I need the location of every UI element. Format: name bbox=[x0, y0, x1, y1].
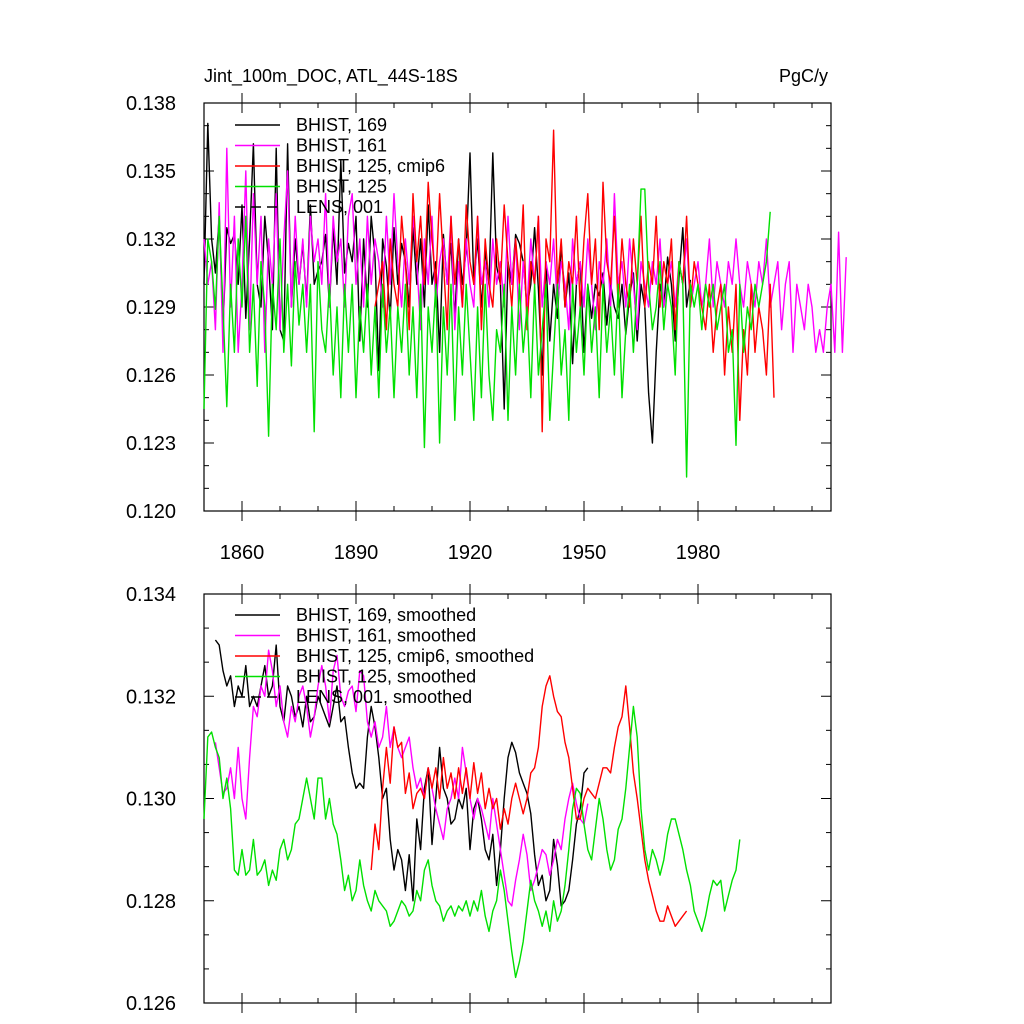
legend-label: BHIST, 125, cmip6, smoothed bbox=[296, 646, 534, 666]
y-tick-label: 0.138 bbox=[126, 93, 176, 115]
x-tick-label: 1890 bbox=[334, 542, 379, 564]
y-tick-label: 0.134 bbox=[126, 584, 176, 606]
x-tick-label: 1860 bbox=[220, 542, 265, 564]
series-line bbox=[214, 639, 589, 907]
legend-label: BHIST, 161, smoothed bbox=[296, 626, 476, 646]
y-tick-label: 0.130 bbox=[126, 789, 176, 811]
legend-label: BHIST, 125, smoothed bbox=[296, 667, 476, 687]
y-tick-label: 0.132 bbox=[126, 229, 176, 251]
legend-label: BHIST, 125 bbox=[296, 177, 387, 197]
y-tick-label: 0.123 bbox=[126, 433, 176, 455]
legend-label: BHIST, 169, smoothed bbox=[296, 605, 476, 625]
x-tick-label: 1920 bbox=[448, 542, 493, 564]
series-line bbox=[374, 129, 775, 433]
series-line bbox=[203, 705, 741, 979]
legend-label: BHIST, 169 bbox=[296, 115, 387, 135]
legend-label: LENS, 001, smoothed bbox=[296, 687, 472, 707]
series-line bbox=[214, 649, 589, 907]
chart-units: PgC/y bbox=[779, 66, 828, 86]
y-tick-label: 0.135 bbox=[126, 161, 176, 183]
bottom-panel: 0.126 0.128 0.130 0.132 0.134 BHIST, 169, smo… bbox=[126, 584, 832, 1015]
y-tick-label: 0.126 bbox=[126, 993, 176, 1015]
y-tick-label: 0.132 bbox=[126, 686, 176, 708]
x-tick-label: 1980 bbox=[676, 542, 721, 564]
y-tick-label: 0.120 bbox=[126, 501, 176, 523]
legend-label: BHIST, 161 bbox=[296, 136, 387, 156]
series-line bbox=[203, 188, 771, 478]
chart-title: Jint_100m_DOC, ATL_44S-18S bbox=[204, 66, 458, 87]
series-line bbox=[370, 675, 688, 927]
legend-label: BHIST, 125, cmip6 bbox=[296, 156, 445, 176]
x-tick-label: 1950 bbox=[562, 542, 607, 564]
y-tick-label: 0.126 bbox=[126, 365, 176, 387]
top-panel: 0.120 0.123 0.126 0.129 0.132 0.135 0.138 1860 1… bbox=[126, 93, 847, 564]
y-tick-label: 0.129 bbox=[126, 297, 176, 319]
legend-label: LENS, 001 bbox=[296, 197, 383, 217]
y-tick-label: 0.128 bbox=[126, 891, 176, 913]
